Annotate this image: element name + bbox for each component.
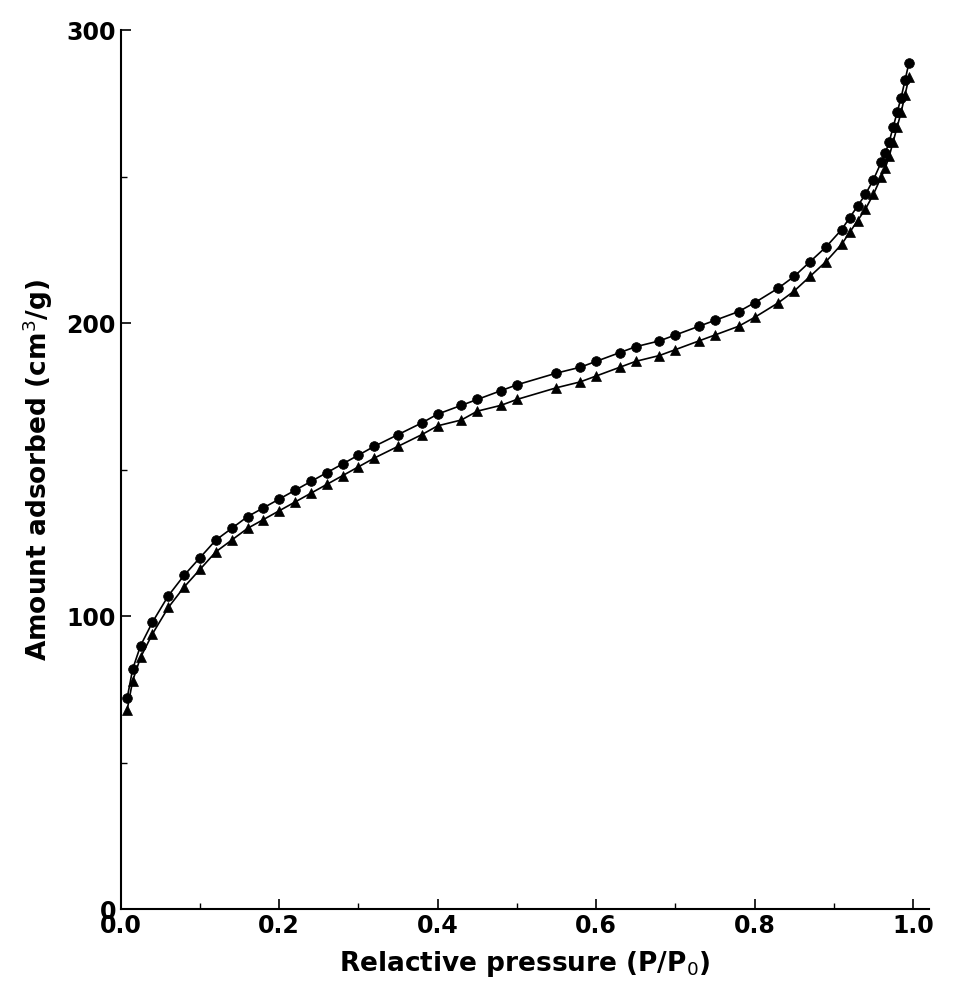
X-axis label: Relactive pressure (P/P$_0$): Relactive pressure (P/P$_0$) <box>339 949 710 979</box>
Y-axis label: Amount adsorbed (cm$^3$/g): Amount adsorbed (cm$^3$/g) <box>21 279 55 661</box>
